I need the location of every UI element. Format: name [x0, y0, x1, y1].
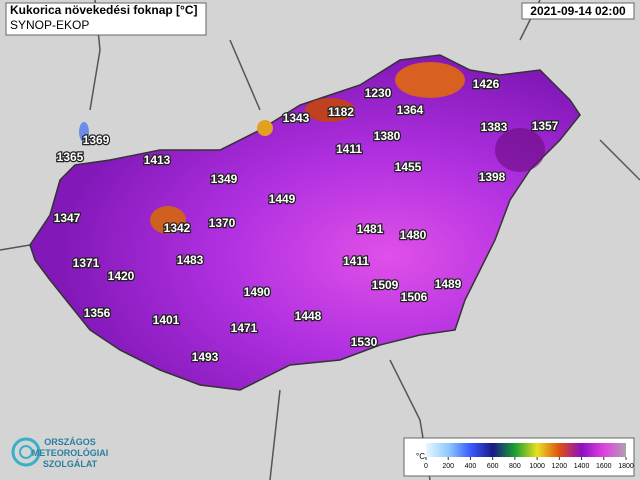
station-value: 1401: [153, 313, 180, 327]
hungary: [29, 54, 581, 391]
station-value: 1471: [231, 321, 258, 335]
station-value: 1420: [108, 269, 135, 283]
title-box: [5, 2, 207, 36]
station-value: 1369: [83, 133, 110, 147]
station-value: 1230: [365, 86, 392, 100]
station-value: 1490: [244, 285, 271, 299]
logo: ORSZÁGOS METEOROLÓGIAI SZOLGÁLAT: [11, 437, 109, 469]
station-value: 1506: [401, 290, 428, 304]
legend-scale: [426, 443, 626, 457]
station-value: 1489: [435, 277, 462, 291]
station-value: 1364: [397, 103, 424, 117]
legend-tick-label: 1600: [596, 463, 612, 470]
station-value: 1480: [400, 228, 427, 242]
station-value: 1343: [283, 111, 310, 125]
station-value: 1380: [374, 129, 401, 143]
legend-tick-label: 0: [424, 463, 428, 470]
legend-tick-label: 800: [509, 463, 521, 470]
logo-text: ORSZÁGOS: [44, 437, 96, 447]
station-value: 1493: [192, 350, 219, 364]
station-value: 1342: [164, 221, 191, 235]
station-value: 1383: [481, 120, 508, 134]
legend-tick-label: 1800: [618, 463, 634, 470]
legend-tick-label: 200: [442, 463, 454, 470]
legend-tick-label: 600: [487, 463, 499, 470]
station-value: 1411: [336, 142, 362, 156]
station-value: 1483: [177, 253, 204, 267]
station-value: 1398: [479, 170, 506, 184]
station-value: 1357: [532, 119, 559, 133]
station-value: 1413: [144, 153, 171, 167]
legend-unit: °C: [416, 452, 425, 461]
station-value: 1426: [473, 77, 500, 91]
station-value: 1449: [269, 192, 296, 206]
time-box: [521, 2, 635, 20]
station-value: 1481: [357, 222, 384, 236]
title: Kukorica növekedési foknap [°C]: [10, 3, 198, 17]
station-value: 1448: [295, 309, 322, 323]
legend-tick-label: 1000: [529, 463, 545, 470]
mountains: [150, 62, 545, 234]
station-value: 1509: [372, 278, 399, 292]
station-value: 1356: [84, 306, 111, 320]
legend-tick-label: 1200: [552, 463, 568, 470]
logo-text: SZOLGÁLAT: [43, 459, 98, 469]
lake: [79, 122, 89, 142]
station-value: 1347: [54, 211, 81, 225]
legend-tick-label: 1400: [574, 463, 590, 470]
logo-text: METEOROLÓGIAI: [32, 447, 109, 458]
station-value: 1349: [211, 172, 238, 186]
subtitle: SYNOP-EKOP: [10, 18, 89, 32]
station-value: 1182: [328, 105, 354, 119]
station-value: 1370: [209, 216, 236, 230]
timestamp: 2021-09-14 02:00: [530, 4, 626, 18]
station-value: 1530: [351, 335, 378, 349]
legend-tick-label: 400: [465, 463, 477, 470]
station-value: 1455: [395, 160, 422, 174]
station-value: 1365: [57, 150, 84, 164]
station-value: 1411: [343, 254, 369, 268]
station-value: 1371: [73, 256, 100, 270]
